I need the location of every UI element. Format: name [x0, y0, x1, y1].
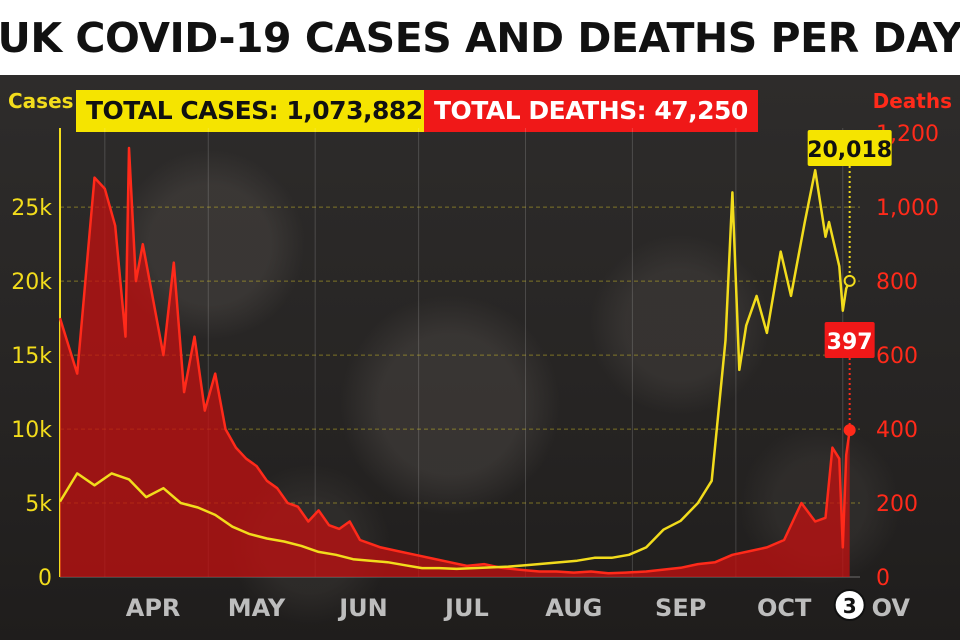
x-tick-month: JUL — [443, 594, 489, 622]
end-date-label: 3 — [843, 594, 857, 618]
annotation-label: 20,018 — [807, 138, 892, 163]
y-tick-left: 15k — [11, 344, 52, 369]
total-deaths-badge: TOTAL DEATHS: 47,250 — [424, 90, 758, 132]
y-tick-right: 400 — [876, 418, 918, 443]
x-tick-month: OCT — [757, 594, 812, 622]
cases-line — [58, 168, 851, 571]
x-tick-month: SEP — [655, 594, 706, 622]
y-tick-right: 800 — [876, 270, 918, 295]
y-tick-left: 25k — [11, 196, 52, 221]
y-tick-left: 5k — [25, 492, 52, 517]
deaths-line — [58, 146, 851, 575]
y-axis-label-left: Cases — [8, 89, 74, 113]
y-tick-right: 0 — [876, 566, 890, 591]
x-tick-month: APR — [126, 594, 181, 622]
annotation-label: 397 — [827, 330, 873, 355]
annotation-point — [843, 274, 856, 287]
annotation-box — [824, 322, 875, 358]
x-tick-month: MAY — [228, 594, 286, 622]
y-tick-right: 1,000 — [876, 196, 939, 221]
y-tick-right: 200 — [876, 492, 918, 517]
chart-title: UK COVID-19 CASES AND DEATHS PER DAY — [0, 13, 960, 62]
x-tick-month: JUN — [337, 594, 388, 622]
title-bar: UK COVID-19 CASES AND DEATHS PER DAY — [0, 0, 960, 75]
x-tick-month: AUG — [545, 594, 602, 622]
y-tick-left: 10k — [11, 418, 52, 443]
end-date-marker — [833, 589, 866, 621]
x-tick-month: OV — [872, 594, 911, 622]
total-cases-badge: TOTAL CASES: 1,073,882 — [76, 90, 433, 132]
y-tick-right: 600 — [876, 344, 918, 369]
annotation-point — [843, 424, 856, 437]
y-axis-label-right: Deaths — [873, 89, 952, 113]
annotation-box — [807, 130, 892, 166]
y-tick-left: 0 — [38, 566, 52, 591]
y-tick-left: 20k — [11, 270, 52, 295]
deaths-area — [60, 148, 850, 577]
